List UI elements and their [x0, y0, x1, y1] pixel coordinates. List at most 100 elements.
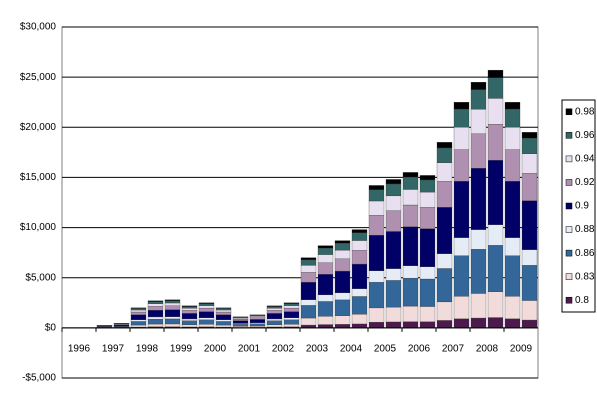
- bar-segment: [369, 201, 384, 215]
- bar-segment: [250, 315, 265, 316]
- bar-segment: [199, 306, 214, 309]
- bar-segment: [369, 308, 384, 322]
- bar-segment: [233, 319, 248, 321]
- bar-segment: [131, 308, 146, 309]
- bar-segment: [335, 259, 350, 271]
- bar-segment: [182, 308, 197, 310]
- bar-segment: [454, 102, 469, 109]
- legend-label: 0.83: [575, 271, 595, 282]
- y-tick-label: $15,000: [20, 172, 57, 183]
- bar-segment: [437, 268, 452, 301]
- x-tick-label: 2002: [272, 343, 295, 354]
- bar-segment: [267, 319, 282, 321]
- bar-segment: [318, 246, 333, 248]
- bar-segment: [199, 304, 214, 306]
- bar-segment: [199, 320, 214, 325]
- bar-segment: [352, 241, 367, 251]
- bar-segment: [522, 265, 537, 300]
- bar-segment: [335, 316, 350, 325]
- bar-segment: [199, 303, 214, 304]
- bar-segment: [437, 142, 452, 148]
- bar-segment: [267, 325, 282, 327]
- bar-segment: [250, 326, 265, 327]
- bar-segment: [437, 254, 452, 269]
- bar-segment: [301, 300, 316, 306]
- bar-segment: [182, 325, 197, 327]
- legend-label: 0.8: [575, 295, 589, 306]
- bar-segment: [369, 185, 384, 189]
- bar-segment: [131, 315, 146, 320]
- bar-segment: [284, 318, 299, 320]
- bar-segment: [267, 306, 282, 307]
- bar-segment: [386, 184, 401, 196]
- bar-segment: [454, 127, 469, 150]
- bar-segment: [505, 319, 520, 328]
- bar-segment: [318, 316, 333, 324]
- bar-segment: [420, 306, 435, 321]
- legend-label: 0.88: [575, 224, 595, 235]
- bar-segment: [199, 324, 214, 327]
- bar-segment: [250, 316, 265, 317]
- bar-segment: [216, 308, 231, 309]
- legend-swatch: [566, 297, 572, 303]
- bar-segment: [301, 318, 316, 325]
- bar-segment: [148, 310, 163, 317]
- bar-segment: [301, 305, 316, 318]
- bar-segment: [335, 243, 350, 250]
- bar-segment: [148, 324, 163, 327]
- bar-segment: [284, 308, 299, 312]
- bar-segment: [386, 196, 401, 211]
- bar-segment: [199, 308, 214, 312]
- bar-segment: [301, 272, 316, 282]
- bar-segment: [148, 304, 163, 307]
- bar-segment: [335, 293, 350, 300]
- bar-segment: [114, 325, 129, 326]
- bar-segment: [420, 322, 435, 328]
- bar-segment: [522, 250, 537, 266]
- bar-segment: [335, 300, 350, 316]
- bar-segment: [165, 306, 180, 310]
- bar-segment: [437, 181, 452, 207]
- bar-segment: [216, 321, 231, 325]
- legend-swatch: [566, 227, 572, 233]
- bar-segment: [250, 319, 265, 322]
- y-tick-label: $20,000: [20, 122, 57, 133]
- bar-segment: [471, 168, 486, 229]
- bar-segment: [369, 215, 384, 235]
- bar-segment: [182, 306, 197, 307]
- y-tick-label: $10,000: [20, 222, 57, 233]
- x-tick-label: 2000: [204, 343, 227, 354]
- bar-segment: [301, 260, 316, 266]
- bar-segment: [267, 306, 282, 308]
- bar-segment: [386, 179, 401, 184]
- bar-segment: [420, 267, 435, 279]
- legend-swatch: [566, 109, 572, 115]
- bar-segment: [505, 238, 520, 256]
- bar-segment: [505, 127, 520, 150]
- bar-segment: [471, 134, 486, 168]
- bar-segment: [420, 180, 435, 192]
- bar-segment: [267, 308, 282, 310]
- legend-label: 0.98: [575, 106, 595, 117]
- bar-segment: [284, 320, 299, 325]
- bar-segment: [454, 181, 469, 237]
- bar-segment: [488, 318, 503, 328]
- bar-segment: [505, 150, 520, 182]
- bar-segment: [454, 109, 469, 127]
- x-tick-label: 2008: [476, 343, 499, 354]
- bar-segment: [250, 324, 265, 326]
- bar-segment: [471, 109, 486, 134]
- legend-swatch: [566, 132, 572, 138]
- bar-segment: [318, 255, 333, 263]
- bar-segment: [488, 124, 503, 160]
- bar-segment: [522, 201, 537, 250]
- bar-segment: [471, 293, 486, 318]
- bar-segment: [216, 315, 231, 320]
- bar-segment: [420, 192, 435, 207]
- bar-segment: [318, 301, 333, 316]
- bar-segment: [454, 319, 469, 328]
- bar-segment: [165, 324, 180, 327]
- bar-segment: [216, 320, 231, 322]
- bar-segment: [471, 249, 486, 293]
